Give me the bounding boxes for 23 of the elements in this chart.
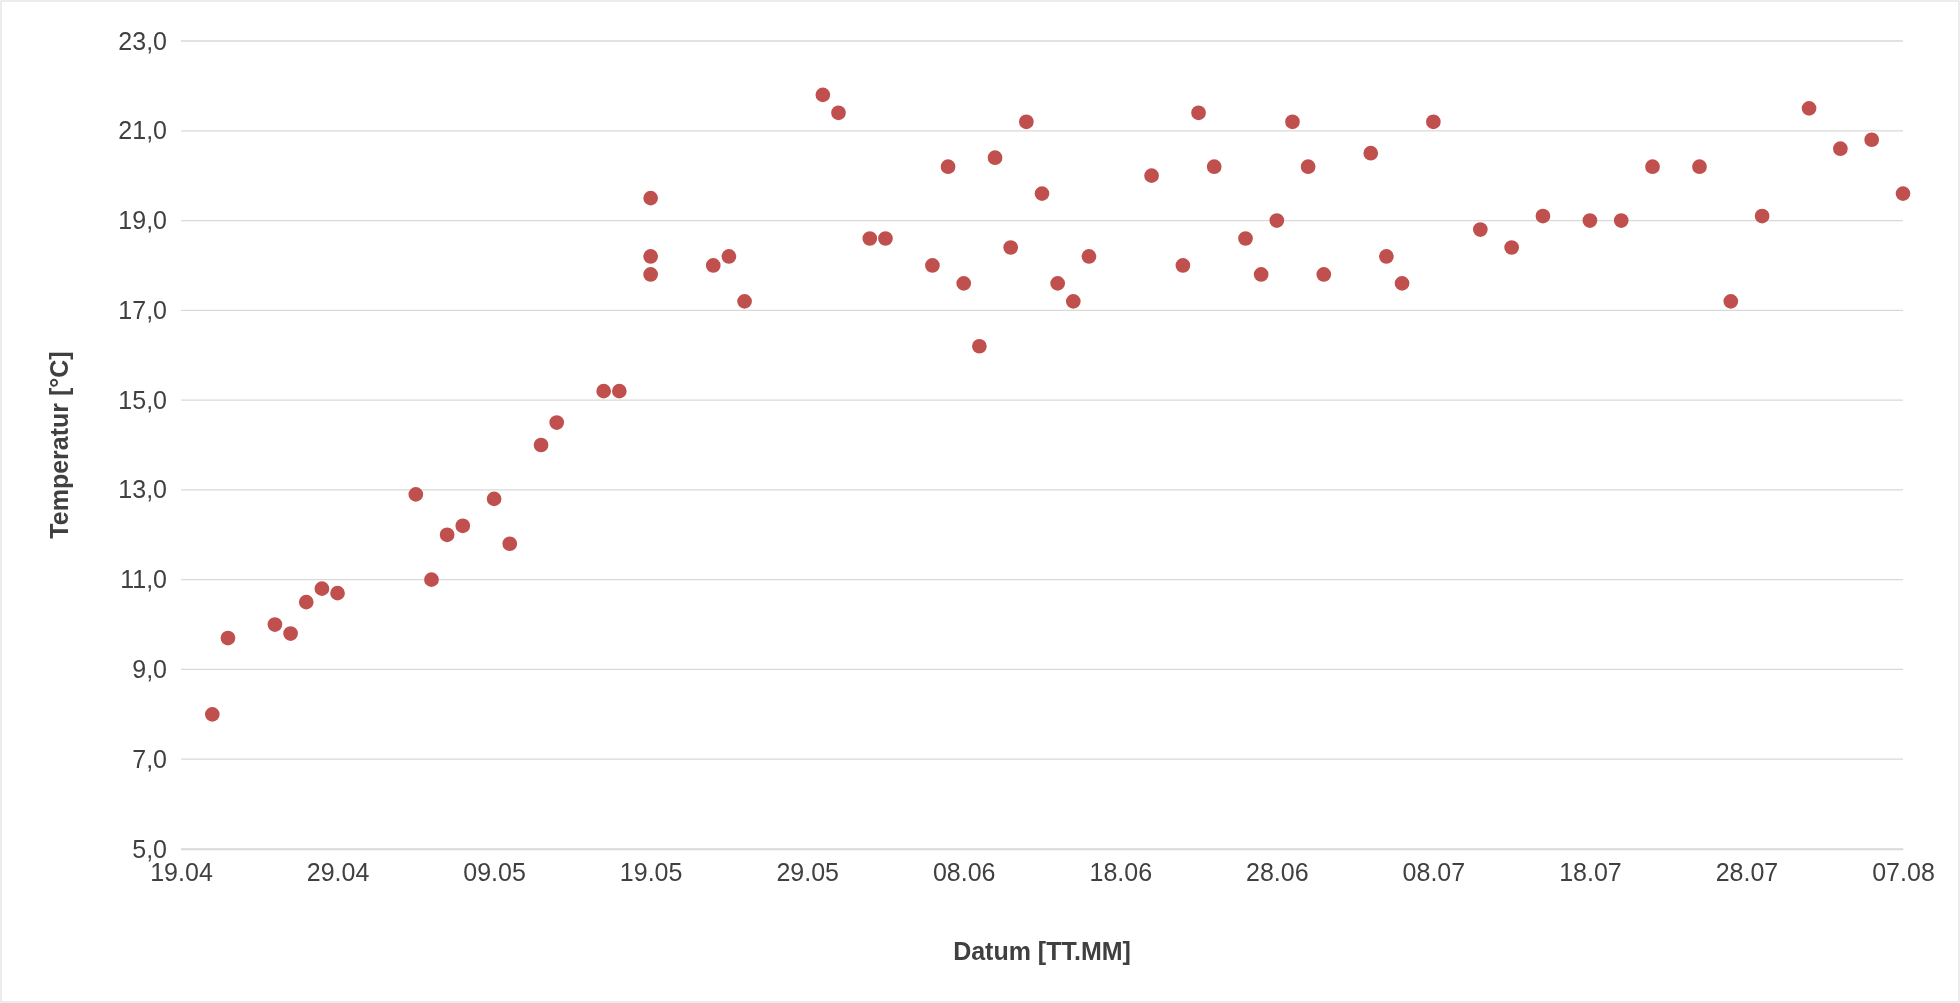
y-axis-title: Temperatur [°C]	[45, 351, 73, 539]
y-tick-label: 7,0	[132, 744, 167, 773]
x-tick-label: 07.08	[1872, 857, 1935, 886]
y-tick-label: 17,0	[118, 295, 167, 324]
x-tick-label: 18.07	[1559, 857, 1622, 886]
y-tick-label: 13,0	[118, 475, 167, 504]
y-tick-label: 11,0	[120, 565, 167, 594]
x-axis-title: Datum [TT.MM]	[953, 937, 1131, 965]
y-tick-label: 21,0	[118, 116, 167, 145]
x-tick-label: 09.05	[463, 857, 526, 886]
x-tick-label: 18.06	[1089, 857, 1153, 886]
y-tick-label: 23,0	[118, 26, 167, 55]
y-tick-label: 9,0	[132, 654, 167, 683]
y-tick-label: 19,0	[118, 206, 167, 235]
x-tick-label: 28.06	[1246, 857, 1309, 886]
y-tick-label: 5,0	[132, 834, 167, 863]
x-tick-label: 19.05	[619, 857, 683, 886]
x-tick-label: 08.07	[1402, 857, 1466, 886]
x-tick-label: 08.06	[932, 857, 996, 886]
y-tick-label: 15,0	[118, 385, 167, 414]
x-tick-label: 29.04	[306, 857, 370, 886]
x-tick-label: 29.05	[776, 857, 839, 886]
x-tick-label: 28.07	[1715, 857, 1779, 886]
